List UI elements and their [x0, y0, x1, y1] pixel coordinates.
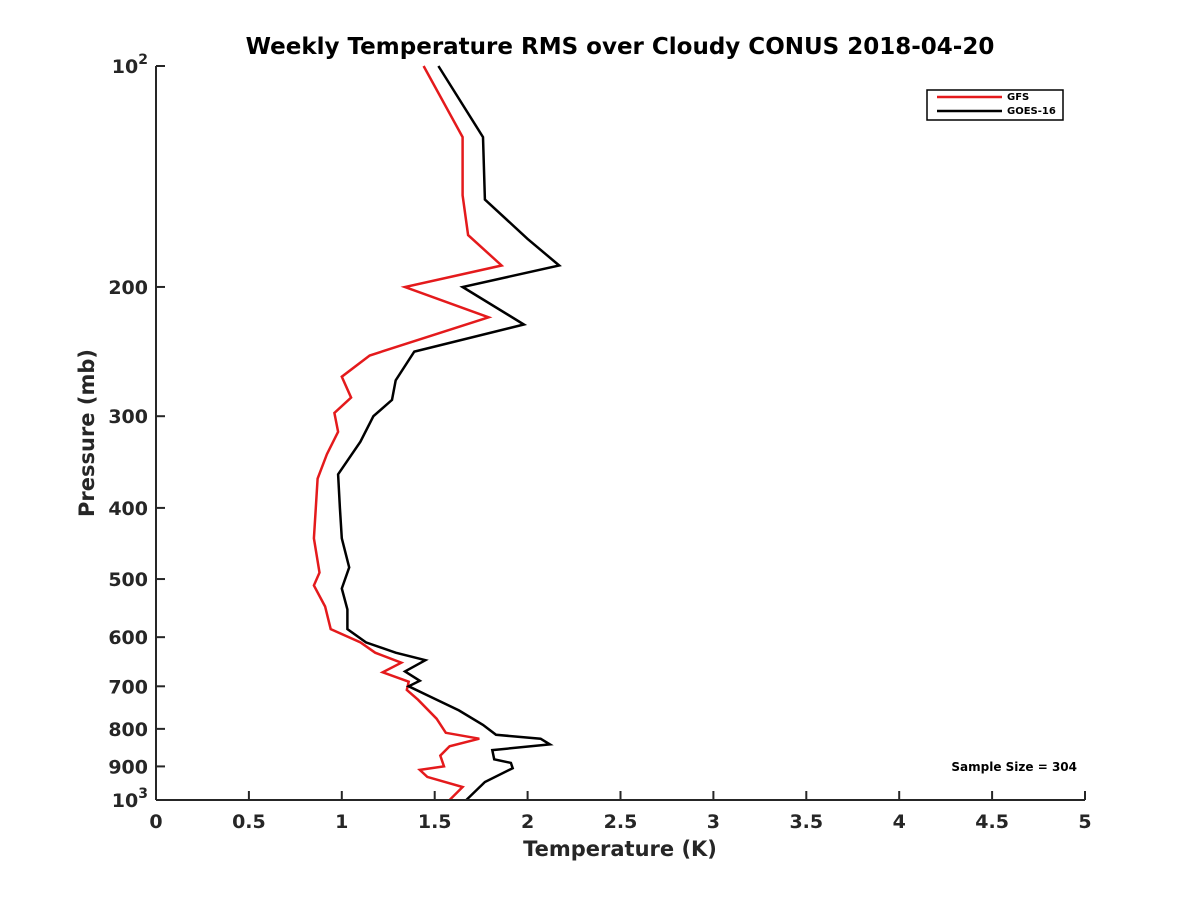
y-tick-label: 200: [108, 277, 148, 299]
series-line-goes-16: [336, 65, 562, 801]
x-ticks: 0 0.5 1 1.5 2 2.5 3 3.5 4 4.5 5: [149, 791, 1092, 833]
legend-label-gfs: GFS: [1007, 92, 1029, 103]
y-ticks: 102 200 300 400 500 600 700 800 900 103: [108, 52, 165, 812]
y-tick-label: 300: [108, 406, 148, 428]
x-tick-label: 5: [1078, 811, 1091, 833]
x-tick-label: 1.5: [418, 811, 452, 833]
legend-label-goes-16: GOES-16: [1007, 106, 1056, 117]
series-layer: [312, 65, 562, 801]
sample-size-annotation: Sample Size = 304: [951, 760, 1077, 774]
x-tick-label: 0.5: [232, 811, 266, 833]
x-tick-label: 2: [521, 811, 534, 833]
y-tick-label: 800: [108, 719, 148, 741]
x-tick-label: 3: [707, 811, 720, 833]
y-axis-title: Pressure (mb): [75, 349, 99, 517]
y-tick-label: 700: [108, 676, 148, 698]
x-tick-label: 3.5: [789, 811, 823, 833]
legend-box: [926, 89, 1064, 121]
chart-title: Weekly Temperature RMS over Cloudy CONUS…: [246, 34, 995, 60]
y-tick-label: 600: [108, 627, 148, 649]
x-tick-label: 1: [335, 811, 348, 833]
legend: GFS GOES-16: [926, 89, 1064, 121]
y-tick-label: 102: [112, 52, 148, 78]
x-axis-title: Temperature (K): [523, 837, 717, 861]
plot-area: 0 0.5 1 1.5 2 2.5 3 3.5 4 4.5 5 102 200 300 400 500 600…: [108, 52, 1091, 833]
series-line-gfs: [312, 65, 505, 801]
y-tick-label: 103: [112, 786, 148, 812]
x-tick-label: 0: [149, 811, 162, 833]
y-tick-label: 500: [108, 569, 148, 591]
x-tick-label: 4: [893, 811, 906, 833]
x-tick-label: 4.5: [975, 811, 1009, 833]
y-tick-label: 900: [108, 756, 148, 778]
x-tick-label: 2.5: [604, 811, 638, 833]
y-tick-label: 400: [108, 498, 148, 520]
